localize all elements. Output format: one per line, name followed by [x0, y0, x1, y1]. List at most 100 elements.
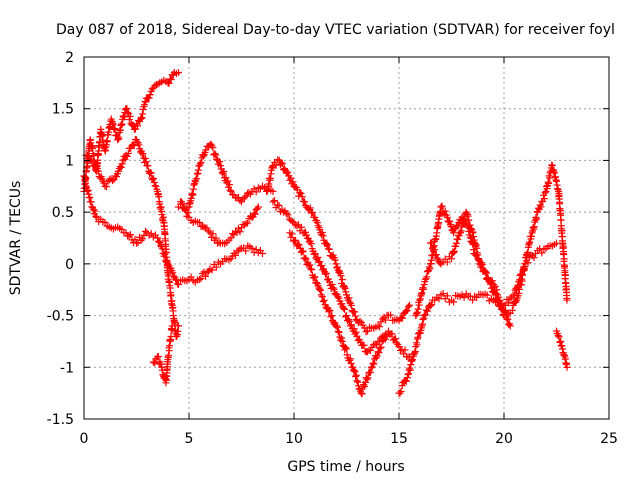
- trace-marker: [343, 351, 351, 359]
- trace-marker: [218, 168, 226, 176]
- trace-marker: [376, 344, 384, 352]
- trace-marker: [306, 204, 314, 212]
- trace-marker: [403, 306, 411, 314]
- trace-marker: [563, 360, 571, 368]
- trace-marker: [86, 194, 94, 202]
- trace-marker: [281, 165, 289, 173]
- trace-marker: [358, 390, 366, 398]
- data-point: [343, 312, 350, 320]
- trace-marker: [336, 333, 344, 341]
- trace-marker: [351, 312, 359, 320]
- x-axis: 0 5 10 15 20 25: [80, 57, 618, 447]
- trace-marker: [139, 110, 147, 118]
- trace-marker: [443, 258, 451, 266]
- trace-marker: [226, 186, 234, 194]
- trace-marker: [325, 245, 333, 253]
- trace-marker: [174, 280, 182, 288]
- data-point: [406, 301, 413, 309]
- trace-marker: [233, 229, 241, 237]
- trace-marker: [352, 371, 360, 379]
- trace-marker: [250, 209, 258, 217]
- trace-marker: [452, 239, 460, 247]
- trace-marker: [333, 263, 341, 271]
- trace-marker: [435, 295, 443, 303]
- trace-marker: [220, 168, 228, 176]
- trace-marker: [174, 322, 182, 330]
- trace-marker: [309, 209, 317, 217]
- trace-marker: [328, 280, 336, 288]
- trace-marker: [155, 238, 163, 246]
- trace-marker: [353, 377, 361, 385]
- data-point: [328, 312, 336, 320]
- data-point: [374, 348, 382, 356]
- trace-marker: [139, 150, 147, 158]
- trace-marker: [126, 112, 134, 120]
- trace-marker: [398, 382, 406, 390]
- trace-marker: [138, 149, 146, 157]
- trace-marker: [199, 222, 206, 230]
- trace-marker: [345, 294, 353, 302]
- trace-marker: [151, 82, 159, 90]
- trace-marker: [125, 232, 133, 240]
- trace-marker: [115, 135, 123, 143]
- trace-marker: [354, 382, 362, 390]
- trace-marker: [394, 340, 402, 348]
- trace-marker: [342, 288, 350, 296]
- trace-marker: [299, 248, 307, 256]
- trace-marker: [327, 313, 335, 321]
- trace-marker: [560, 255, 568, 263]
- trace-marker: [256, 246, 264, 254]
- trace-marker: [392, 335, 399, 343]
- trace-marker: [118, 160, 126, 168]
- trace-marker: [397, 347, 404, 355]
- trace-marker: [493, 298, 501, 306]
- trace-marker: [354, 378, 362, 386]
- y-tick-label: 0: [65, 257, 74, 273]
- trace-marker: [274, 156, 282, 164]
- trace-marker: [162, 78, 170, 86]
- trace-marker: [461, 215, 469, 223]
- trace-marker: [483, 291, 491, 299]
- trace-marker: [432, 232, 440, 240]
- trace-marker: [173, 276, 181, 284]
- trace-marker: [289, 178, 297, 186]
- trace-marker: [323, 241, 331, 249]
- trace-marker: [366, 368, 374, 376]
- trace-marker: [172, 275, 180, 283]
- y-tick-label: -0.5: [47, 309, 74, 325]
- x-tick-label: 15: [390, 431, 408, 447]
- trace-marker: [438, 202, 446, 210]
- trace-marker: [498, 305, 506, 313]
- trace-marker: [154, 352, 162, 360]
- x-tick-label: 25: [600, 431, 618, 447]
- trace-marker: [320, 296, 328, 304]
- trace-marker: [310, 274, 318, 282]
- trace-marker: [318, 229, 326, 237]
- trace-marker: [94, 167, 102, 175]
- trace-marker: [142, 227, 149, 235]
- trace-marker: [376, 323, 383, 331]
- trace-marker: [278, 206, 286, 214]
- trace-marker: [494, 297, 502, 305]
- trace-marker: [87, 198, 95, 206]
- trace-marker: [478, 260, 486, 268]
- data-point: [269, 198, 277, 206]
- trace-marker: [201, 148, 209, 156]
- trace-marker: [130, 142, 138, 150]
- trace-marker: [506, 320, 514, 328]
- trace-marker: [350, 367, 358, 375]
- trace-marker: [165, 79, 173, 87]
- trace-marker: [208, 266, 216, 274]
- trace-marker: [322, 269, 330, 277]
- trace-marker: [550, 240, 558, 248]
- trace-marker: [111, 125, 119, 133]
- trace-marker: [242, 247, 250, 255]
- trace-marker: [253, 205, 261, 213]
- trace-marker: [141, 158, 149, 166]
- trace-marker: [329, 284, 337, 292]
- trace-marker: [421, 311, 429, 319]
- trace-marker: [491, 286, 499, 294]
- trace-marker: [441, 207, 449, 215]
- trace-marker: [333, 322, 341, 330]
- trace-marker: [109, 119, 117, 127]
